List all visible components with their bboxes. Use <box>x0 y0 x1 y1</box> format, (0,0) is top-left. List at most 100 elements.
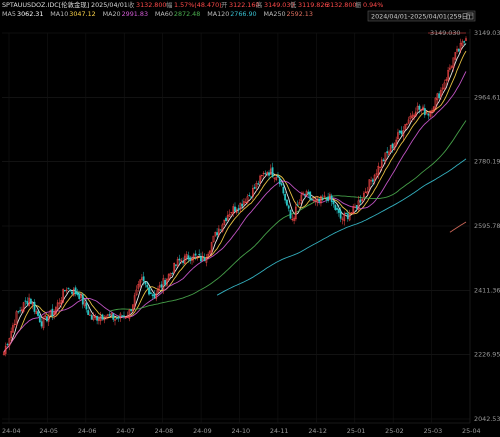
candle-body <box>187 255 190 260</box>
candle-body <box>309 191 312 200</box>
candle-body <box>191 259 193 261</box>
candle-body <box>434 97 437 109</box>
candle-body <box>459 43 462 51</box>
close-label: 收 <box>128 0 135 9</box>
y-tick-label: 2595.782 <box>474 222 500 230</box>
candle-body <box>323 195 326 197</box>
candle-body <box>266 171 269 175</box>
high-label: 高 <box>256 0 262 9</box>
candle-body <box>465 38 467 41</box>
candle-body <box>219 229 222 231</box>
y-tick-label: 2042.534 <box>474 415 500 423</box>
candle-body <box>395 139 398 146</box>
candle-body <box>133 295 136 307</box>
amp-label: 振 <box>355 0 362 9</box>
x-tick-label: 25-04 <box>462 427 481 435</box>
open-value: 3122.160 <box>229 1 260 9</box>
candle-body <box>289 209 292 219</box>
close-value: 3132.800 <box>136 1 167 9</box>
amp-value: 0.94% <box>363 1 383 9</box>
candle-body <box>352 206 355 215</box>
candle-body <box>438 93 441 99</box>
candle-body <box>121 315 124 317</box>
date-label: 2025/04/01 <box>91 1 128 9</box>
candle-body <box>447 70 449 81</box>
candle-body <box>40 321 43 327</box>
y-tick-label: 2226.950 <box>474 351 500 359</box>
candle-body <box>413 114 415 117</box>
candle-body <box>203 257 206 261</box>
candle-body <box>336 207 338 210</box>
candle-body <box>330 195 333 202</box>
candle-body <box>432 106 435 113</box>
candle-body <box>89 314 91 316</box>
calendar-icon[interactable] <box>466 12 474 20</box>
ma-line-ma10 <box>3 50 467 353</box>
candle-body <box>234 206 236 212</box>
ma-legend-value-4: 2766.90 <box>230 10 256 18</box>
candle-body <box>337 209 340 213</box>
candle-body <box>226 214 229 221</box>
candle-body <box>312 199 315 201</box>
ma-legend: MA5 3062.31 MA10 3047.12 MA20 2991.83 MA60 2872… <box>2 10 313 18</box>
candle-body <box>291 219 294 221</box>
candle-body <box>28 297 30 306</box>
candle-body <box>273 177 276 179</box>
candle-body <box>128 309 131 319</box>
candle-body <box>158 285 161 288</box>
candle-body <box>142 276 145 282</box>
candle-body <box>49 310 52 316</box>
candle-body <box>239 202 242 210</box>
ma-legend-label-4: MA120 <box>207 10 229 18</box>
candle-body <box>268 172 270 176</box>
candle-body <box>298 202 301 205</box>
candle-body <box>126 316 129 318</box>
candle-body <box>321 197 324 199</box>
candle-body <box>232 206 235 215</box>
candle-body <box>12 325 14 333</box>
ma-line-ma250 <box>449 221 467 233</box>
candle-body <box>201 255 204 261</box>
candle-body <box>21 309 23 312</box>
candle-body <box>246 196 249 203</box>
candle-body <box>22 302 25 312</box>
candle-body <box>359 199 362 203</box>
candle-body <box>303 193 306 195</box>
candle-body <box>252 188 254 197</box>
candle-body <box>103 319 106 321</box>
candle-body <box>94 316 97 318</box>
candle-body <box>87 310 90 315</box>
date-range-selector[interactable]: 2024/04/01-2025/04/01(259日) <box>367 10 476 22</box>
candle-body <box>207 253 210 258</box>
candle-body <box>60 300 63 305</box>
candle-body <box>371 179 374 182</box>
candle-body <box>98 318 100 321</box>
candle-body <box>375 173 378 175</box>
candle-body <box>422 106 424 111</box>
candle-body <box>406 123 408 125</box>
candle-body <box>384 152 387 162</box>
y-tick-label: 2964.614 <box>474 93 500 101</box>
candle-body <box>180 260 183 262</box>
candle-body <box>148 287 150 295</box>
candle-body <box>225 217 227 222</box>
candle-body <box>282 186 285 194</box>
candle-body <box>357 200 360 210</box>
x-tick-label: 24-12 <box>308 427 327 435</box>
candle-body <box>101 314 104 320</box>
candle-body <box>175 264 177 266</box>
candle-body <box>243 201 245 205</box>
candle-body <box>341 218 344 220</box>
ma-legend-value-2: 2991.83 <box>122 10 148 18</box>
candle-body <box>400 130 403 135</box>
ma-legend-label-3: MA60 <box>155 10 173 18</box>
candle-body <box>427 113 430 116</box>
candle-body <box>255 183 258 188</box>
candle-body <box>361 198 364 202</box>
candle-body <box>241 203 244 207</box>
candle-body <box>78 293 81 299</box>
candle-body <box>29 298 32 305</box>
candle-body <box>173 263 176 274</box>
candle-body <box>445 79 448 82</box>
